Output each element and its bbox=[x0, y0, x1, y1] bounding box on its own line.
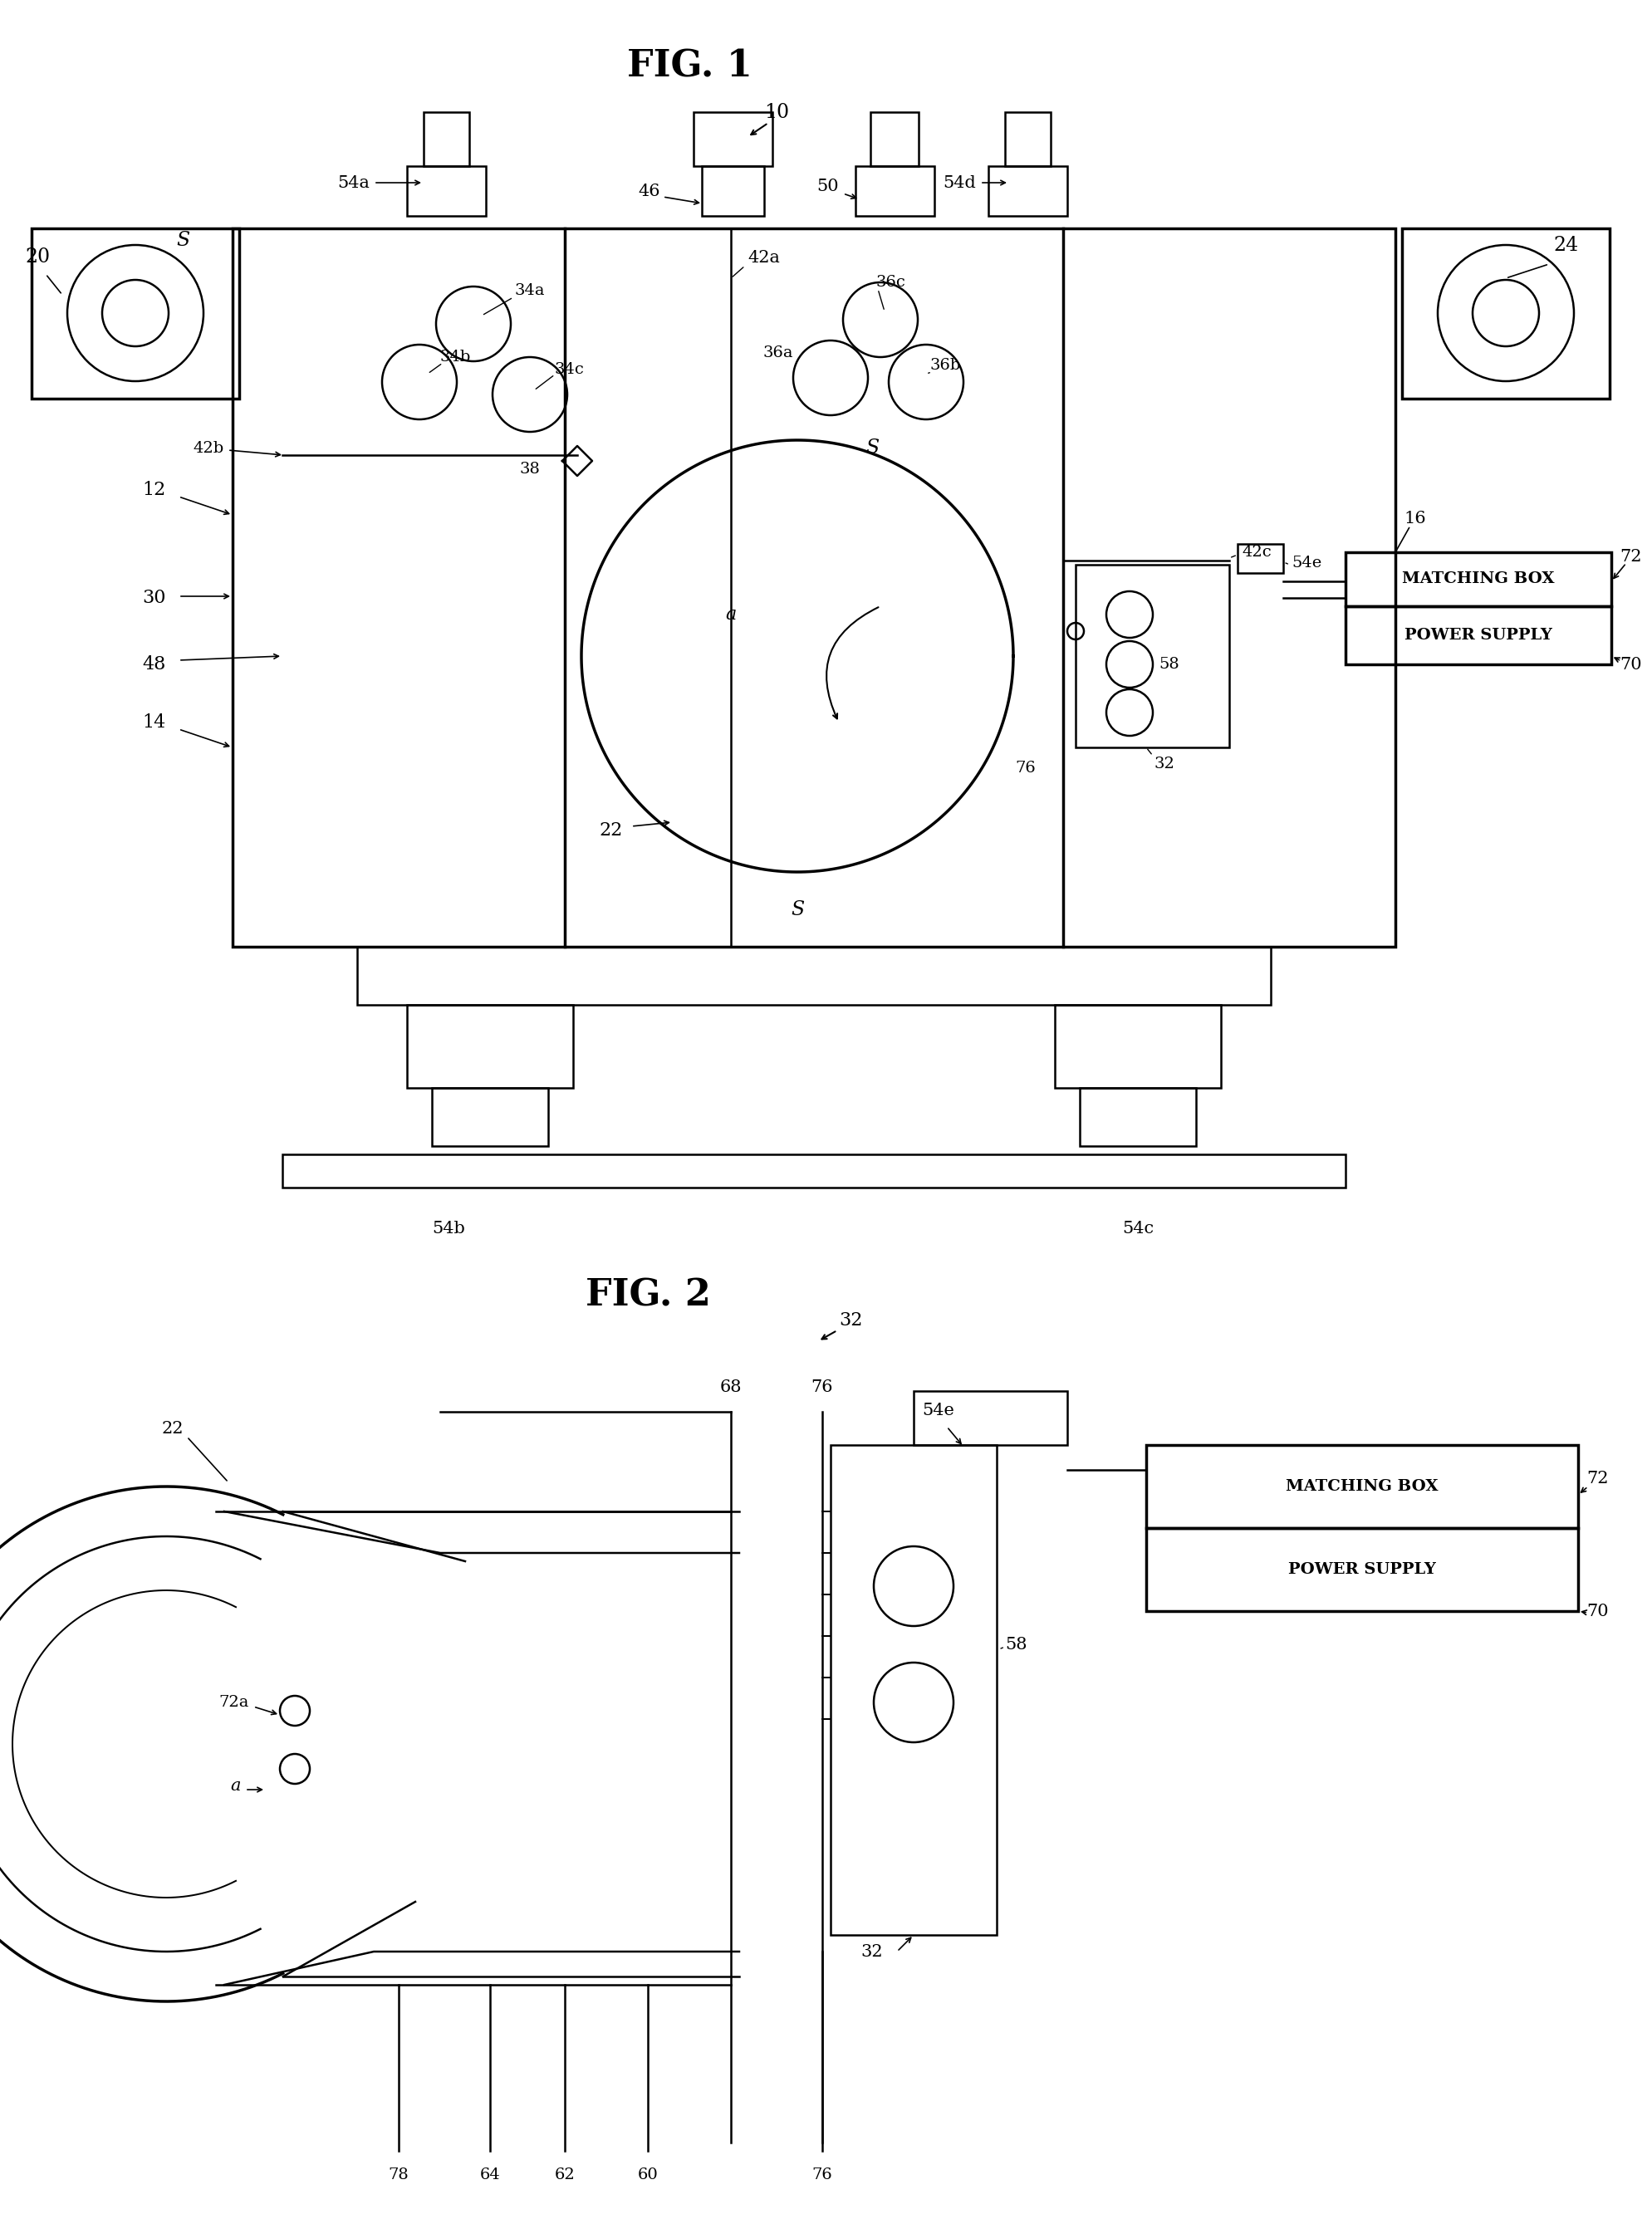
Text: POWER SUPPLY: POWER SUPPLY bbox=[1404, 629, 1553, 642]
Text: 60: 60 bbox=[638, 2168, 657, 2183]
Text: 50: 50 bbox=[816, 179, 839, 195]
Text: 32: 32 bbox=[861, 1944, 884, 1959]
Text: 70: 70 bbox=[1586, 1603, 1609, 1618]
Text: MATCHING BOX: MATCHING BOX bbox=[1285, 1479, 1439, 1494]
Text: 46: 46 bbox=[638, 184, 661, 199]
Bar bbox=[423, 113, 469, 166]
Text: 54a: 54a bbox=[337, 175, 370, 190]
Text: 34c: 34c bbox=[555, 363, 585, 376]
Bar bbox=[702, 166, 765, 217]
Bar bbox=[1345, 551, 1611, 607]
Text: 54c: 54c bbox=[1122, 1220, 1153, 1238]
Bar bbox=[988, 166, 1067, 217]
Text: 54e: 54e bbox=[922, 1404, 955, 1419]
Text: 72: 72 bbox=[1586, 1470, 1609, 1486]
Bar bbox=[282, 1153, 1345, 1187]
Bar bbox=[831, 1446, 996, 1935]
Text: 68: 68 bbox=[720, 1379, 742, 1395]
Text: S: S bbox=[866, 438, 879, 458]
Text: 64: 64 bbox=[479, 2168, 501, 2183]
Bar bbox=[357, 948, 1270, 1005]
Text: 54e: 54e bbox=[1292, 556, 1322, 571]
Text: 54d: 54d bbox=[943, 175, 976, 190]
Text: a: a bbox=[231, 1778, 241, 1793]
Text: 20: 20 bbox=[25, 248, 50, 268]
Text: 12: 12 bbox=[142, 480, 167, 498]
Text: 22: 22 bbox=[162, 1421, 183, 1437]
Bar bbox=[1004, 113, 1051, 166]
Bar bbox=[871, 113, 919, 166]
Text: FIG. 2: FIG. 2 bbox=[585, 1277, 710, 1313]
Text: 42c: 42c bbox=[1242, 545, 1272, 560]
Bar bbox=[1237, 545, 1284, 573]
Bar bbox=[431, 1087, 548, 1147]
Bar bbox=[31, 228, 240, 399]
Text: 72a: 72a bbox=[220, 1696, 249, 1709]
Bar bbox=[1080, 1087, 1196, 1147]
Text: S: S bbox=[177, 230, 190, 250]
Text: 54b: 54b bbox=[433, 1220, 464, 1238]
Text: 36c: 36c bbox=[876, 275, 905, 290]
Text: 42a: 42a bbox=[747, 250, 780, 266]
Text: 34b: 34b bbox=[439, 350, 471, 365]
Text: 78: 78 bbox=[388, 2168, 410, 2183]
Text: 32: 32 bbox=[1155, 757, 1175, 770]
Text: FIG. 1: FIG. 1 bbox=[626, 49, 752, 84]
Bar bbox=[406, 1005, 573, 1087]
Text: a: a bbox=[725, 604, 737, 624]
Text: 48: 48 bbox=[142, 655, 167, 673]
Text: 36a: 36a bbox=[763, 345, 793, 361]
Text: 16: 16 bbox=[1404, 511, 1426, 527]
Text: 34a: 34a bbox=[515, 283, 545, 299]
Text: 76: 76 bbox=[811, 1379, 833, 1395]
Bar bbox=[1056, 1005, 1221, 1087]
Bar bbox=[1403, 228, 1609, 399]
Bar bbox=[1146, 1446, 1578, 1528]
Bar bbox=[856, 166, 935, 217]
Text: 58: 58 bbox=[1004, 1636, 1028, 1652]
Text: POWER SUPPLY: POWER SUPPLY bbox=[1289, 1563, 1436, 1576]
Text: 22: 22 bbox=[600, 821, 623, 839]
Text: 62: 62 bbox=[555, 2168, 575, 2183]
Bar bbox=[694, 113, 773, 166]
Text: 70: 70 bbox=[1619, 658, 1642, 673]
Text: 30: 30 bbox=[142, 589, 167, 607]
Text: MATCHING BOX: MATCHING BOX bbox=[1403, 571, 1555, 587]
Bar bbox=[1075, 565, 1229, 748]
Text: S: S bbox=[791, 899, 805, 919]
Text: 36b: 36b bbox=[930, 359, 961, 372]
Text: 32: 32 bbox=[839, 1311, 862, 1331]
Bar bbox=[406, 166, 486, 217]
Text: 58: 58 bbox=[1158, 658, 1180, 671]
Text: 76: 76 bbox=[1016, 762, 1036, 775]
Text: 38: 38 bbox=[519, 463, 540, 476]
Text: 10: 10 bbox=[765, 102, 790, 122]
Bar bbox=[233, 228, 1396, 948]
Bar bbox=[1146, 1528, 1578, 1612]
Bar bbox=[914, 1390, 1067, 1446]
Text: 72: 72 bbox=[1619, 549, 1642, 565]
Bar bbox=[1345, 607, 1611, 664]
Text: 42b: 42b bbox=[193, 441, 225, 456]
Text: 14: 14 bbox=[142, 713, 167, 731]
Text: 76: 76 bbox=[813, 2168, 833, 2183]
Text: 24: 24 bbox=[1553, 235, 1578, 255]
